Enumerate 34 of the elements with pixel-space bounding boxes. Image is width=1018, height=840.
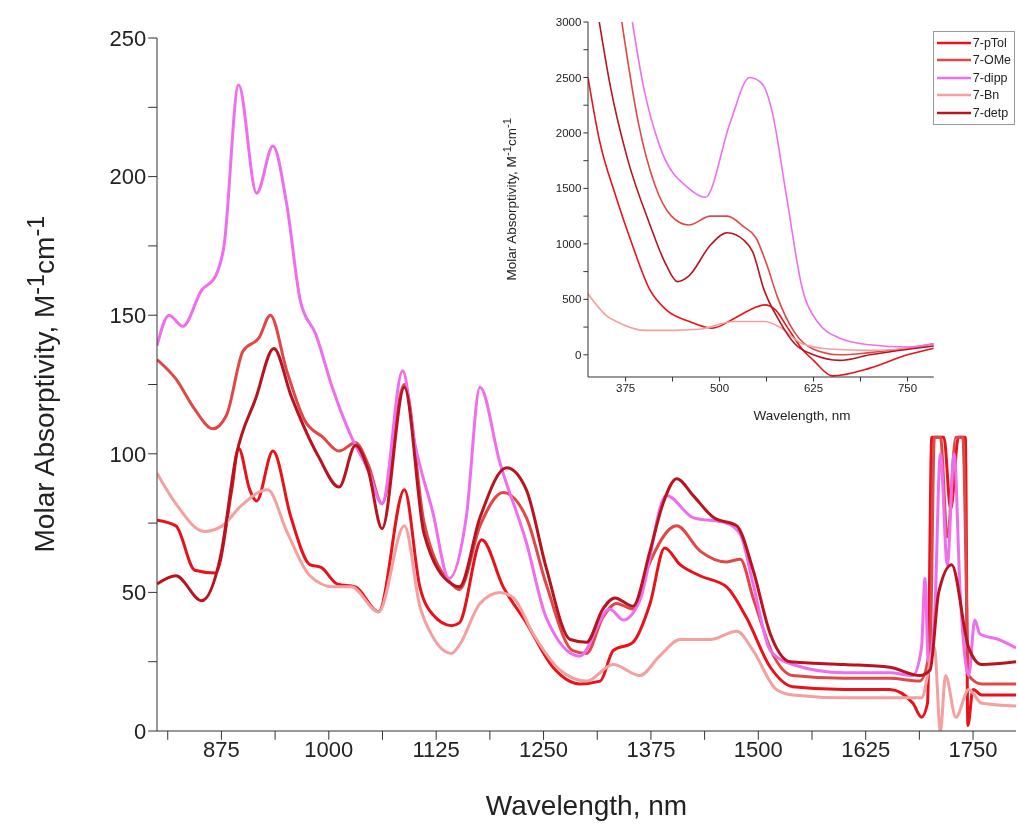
x-tick-label: 875: [203, 737, 240, 763]
x-tick-label: 625: [803, 381, 824, 394]
y-tick-label: 250: [109, 25, 147, 51]
x-tick-label: 1125: [412, 737, 460, 763]
x-tick-label: 750: [897, 381, 918, 394]
x-tick-label: 1500: [733, 737, 783, 763]
y-tick-label: 1000: [555, 237, 582, 250]
y-tick-label: 2500: [555, 71, 582, 84]
legend-label: 7-OMe: [972, 53, 1011, 68]
y-tick-label: 0: [133, 718, 147, 744]
line-series: [157, 83, 1016, 678]
y-tick-label: 1500: [555, 182, 582, 195]
y-tick-label: 100: [109, 441, 147, 467]
x-axis-title: Wavelength, nm: [484, 790, 689, 822]
legend-label: 7-detp: [972, 105, 1009, 120]
legend-label: 7-dipp: [972, 70, 1008, 85]
legend-label: 7-Bn: [972, 88, 1000, 103]
x-tick-label: 500: [709, 381, 730, 394]
x-tick-label: 375: [615, 381, 636, 394]
y-tick-label: 0: [574, 348, 582, 361]
x-tick-label: 1000: [304, 737, 354, 763]
y-tick-label: 3000: [555, 16, 582, 29]
x-tick-label: 1625: [841, 737, 891, 763]
x-axis-title: Wavelength, nm: [752, 408, 852, 423]
y-tick-label: 500: [562, 293, 582, 306]
y-tick-label: 200: [109, 164, 147, 190]
line-series: [588, 293, 934, 352]
y-tick-label: 2000: [555, 127, 582, 140]
legend-label: 7-pTol: [972, 35, 1007, 50]
x-tick-label: 1375: [626, 737, 676, 763]
y-tick-label: 150: [109, 303, 147, 329]
y-tick-label: 50: [121, 580, 147, 606]
x-tick-label: 1750: [948, 737, 998, 763]
x-tick-label: 1250: [519, 737, 569, 763]
